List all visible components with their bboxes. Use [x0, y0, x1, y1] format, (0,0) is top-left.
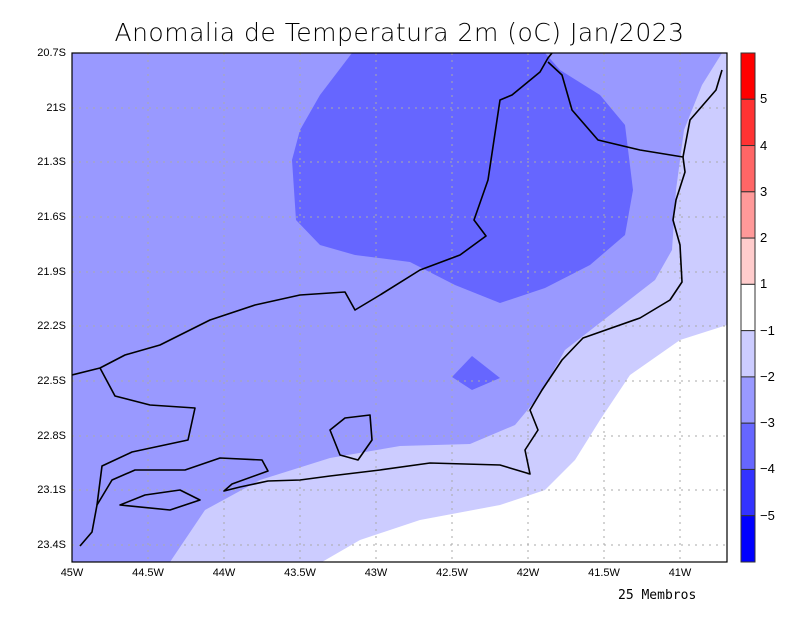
colorbar-label: 2: [760, 230, 768, 246]
map-title: Anomalia de Temperatura 2m (oC) Jan/2023: [114, 18, 685, 47]
lat-label: 22.2S: [37, 320, 66, 332]
colorbar-swatch: [740, 98, 756, 147]
plot-frame: [71, 52, 728, 563]
lat-label: 22.8S: [37, 430, 66, 442]
gridlines: [72, 53, 727, 562]
colorbar-swatch: [740, 191, 756, 239]
colorbar-label: 4: [760, 137, 768, 153]
lat-label: 23.4S: [37, 539, 66, 551]
colorbar-swatch: [740, 515, 756, 563]
lat-label: 22.5S: [37, 375, 66, 387]
lon-label: 43.5W: [284, 567, 316, 579]
lon-label: 42.5W: [436, 567, 468, 579]
colorbar-label: 1: [760, 276, 768, 292]
colorbar-label: −5: [760, 507, 775, 523]
colorbar-swatch: [740, 422, 756, 470]
colorbar-label: −2: [760, 368, 775, 384]
lat-label: 21.9S: [37, 266, 66, 278]
coastline-and-borders: [72, 53, 723, 547]
members-note: 25 Membros: [618, 588, 697, 603]
lon-label: 42W: [516, 567, 540, 579]
lon-label: 45W: [60, 567, 84, 579]
colorbar-label: −1: [760, 322, 775, 338]
colorbar-swatch: [740, 330, 756, 378]
colorbar-label: −3: [760, 415, 775, 431]
colorbar: [740, 52, 756, 563]
lon-label: 41.5W: [588, 567, 620, 579]
lat-label: 21.3S: [37, 156, 66, 168]
lat-label: 20.7S: [37, 47, 66, 59]
lat-label: 21.6S: [37, 211, 66, 223]
colorbar-label: −4: [760, 461, 775, 477]
lon-label: 43W: [364, 567, 388, 579]
colorbar-label: 5: [760, 91, 768, 107]
colorbar-swatch: [740, 283, 756, 332]
colorbar-swatch: [740, 376, 756, 424]
lat-label: 23.1S: [37, 484, 66, 496]
colorbar-swatch: [740, 237, 756, 285]
colorbar-swatch: [740, 145, 756, 193]
colorbar-swatch: [740, 468, 756, 517]
lon-label: 44.5W: [132, 567, 164, 579]
colorbar-label: 3: [760, 183, 768, 199]
anomaly-region-minus1-plus1: [322, 325, 727, 562]
lon-label: 41W: [668, 567, 692, 579]
lat-label: 21S: [46, 102, 66, 114]
anomaly-region-minus3-minus4: [292, 53, 633, 303]
colorbar-swatch: [740, 52, 756, 100]
lon-label: 44W: [212, 567, 236, 579]
anomaly-region-minus1-minus2: [170, 53, 727, 562]
